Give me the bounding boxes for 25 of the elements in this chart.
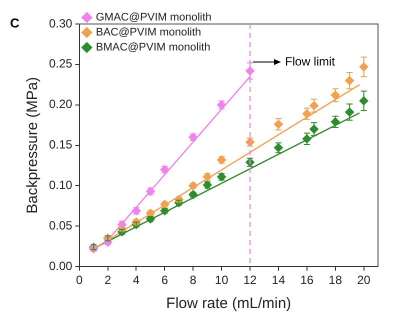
y-tick-label: 0.05 bbox=[48, 218, 73, 232]
y-tick-label: 0.25 bbox=[48, 56, 73, 71]
x-tick-label: 12 bbox=[243, 273, 258, 288]
legend-label: BAC@PVIM monolith bbox=[96, 26, 202, 39]
legend-label: GMAC@PVIM monolith bbox=[96, 12, 212, 24]
y-tick-label: 0.00 bbox=[48, 258, 73, 273]
ref-line-label: Flow limit bbox=[285, 54, 336, 68]
y-axis-title: Backpressure (MPa) bbox=[24, 76, 42, 214]
x-tick-label: 10 bbox=[214, 273, 229, 288]
y-tick-label: 0.15 bbox=[48, 138, 73, 152]
x-tick-label: 6 bbox=[161, 273, 168, 288]
x-tick-label: 0 bbox=[76, 273, 84, 288]
y-tick-label: 0.10 bbox=[48, 178, 73, 192]
x-axis-title: Flow rate (mL/min) bbox=[166, 295, 292, 312]
y-tick-label: 0.20 bbox=[48, 97, 73, 112]
x-tick-label: 2 bbox=[104, 273, 112, 288]
x-tick-label: 8 bbox=[190, 273, 197, 288]
text: C bbox=[10, 16, 20, 31]
x-tick-label: 14 bbox=[272, 273, 286, 288]
x-tick-label: 18 bbox=[328, 273, 342, 288]
x-tick-label: 16 bbox=[300, 273, 314, 288]
x-tick-label: 4 bbox=[132, 273, 140, 288]
x-tick-label: 20 bbox=[357, 273, 371, 288]
y-tick-label: 0.30 bbox=[48, 16, 73, 30]
legend-label: BMAC@PVIM monolith bbox=[96, 42, 210, 54]
